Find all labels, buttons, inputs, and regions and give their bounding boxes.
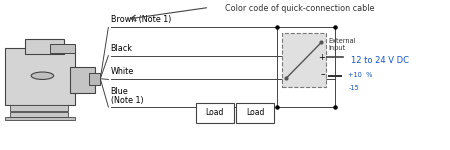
Bar xyxy=(282,33,326,87)
Bar xyxy=(328,75,342,77)
Text: Color code of quick-connection cable: Color code of quick-connection cable xyxy=(225,4,374,13)
Bar xyxy=(236,103,274,123)
Bar xyxy=(50,44,75,53)
Text: +10  %: +10 % xyxy=(348,72,373,78)
Text: 12 to 24 V DC: 12 to 24 V DC xyxy=(351,56,409,65)
Text: Brown (Note 1): Brown (Note 1) xyxy=(111,15,171,24)
Bar xyxy=(5,117,75,120)
Circle shape xyxy=(31,72,54,80)
Bar xyxy=(196,103,234,123)
Bar xyxy=(5,48,75,105)
Bar xyxy=(9,105,68,111)
Text: White: White xyxy=(111,68,134,76)
Text: Load: Load xyxy=(206,108,224,117)
Text: External
Input: External Input xyxy=(328,38,356,51)
Bar xyxy=(9,112,68,117)
Bar xyxy=(70,67,95,93)
Text: Load: Load xyxy=(246,108,265,117)
Text: -15: -15 xyxy=(348,85,359,91)
Bar xyxy=(89,73,100,85)
Text: Blue
(Note 1): Blue (Note 1) xyxy=(111,87,143,105)
Text: –: – xyxy=(320,70,325,80)
Text: +: + xyxy=(318,53,325,62)
Text: Black: Black xyxy=(111,44,133,53)
Bar xyxy=(25,39,63,54)
